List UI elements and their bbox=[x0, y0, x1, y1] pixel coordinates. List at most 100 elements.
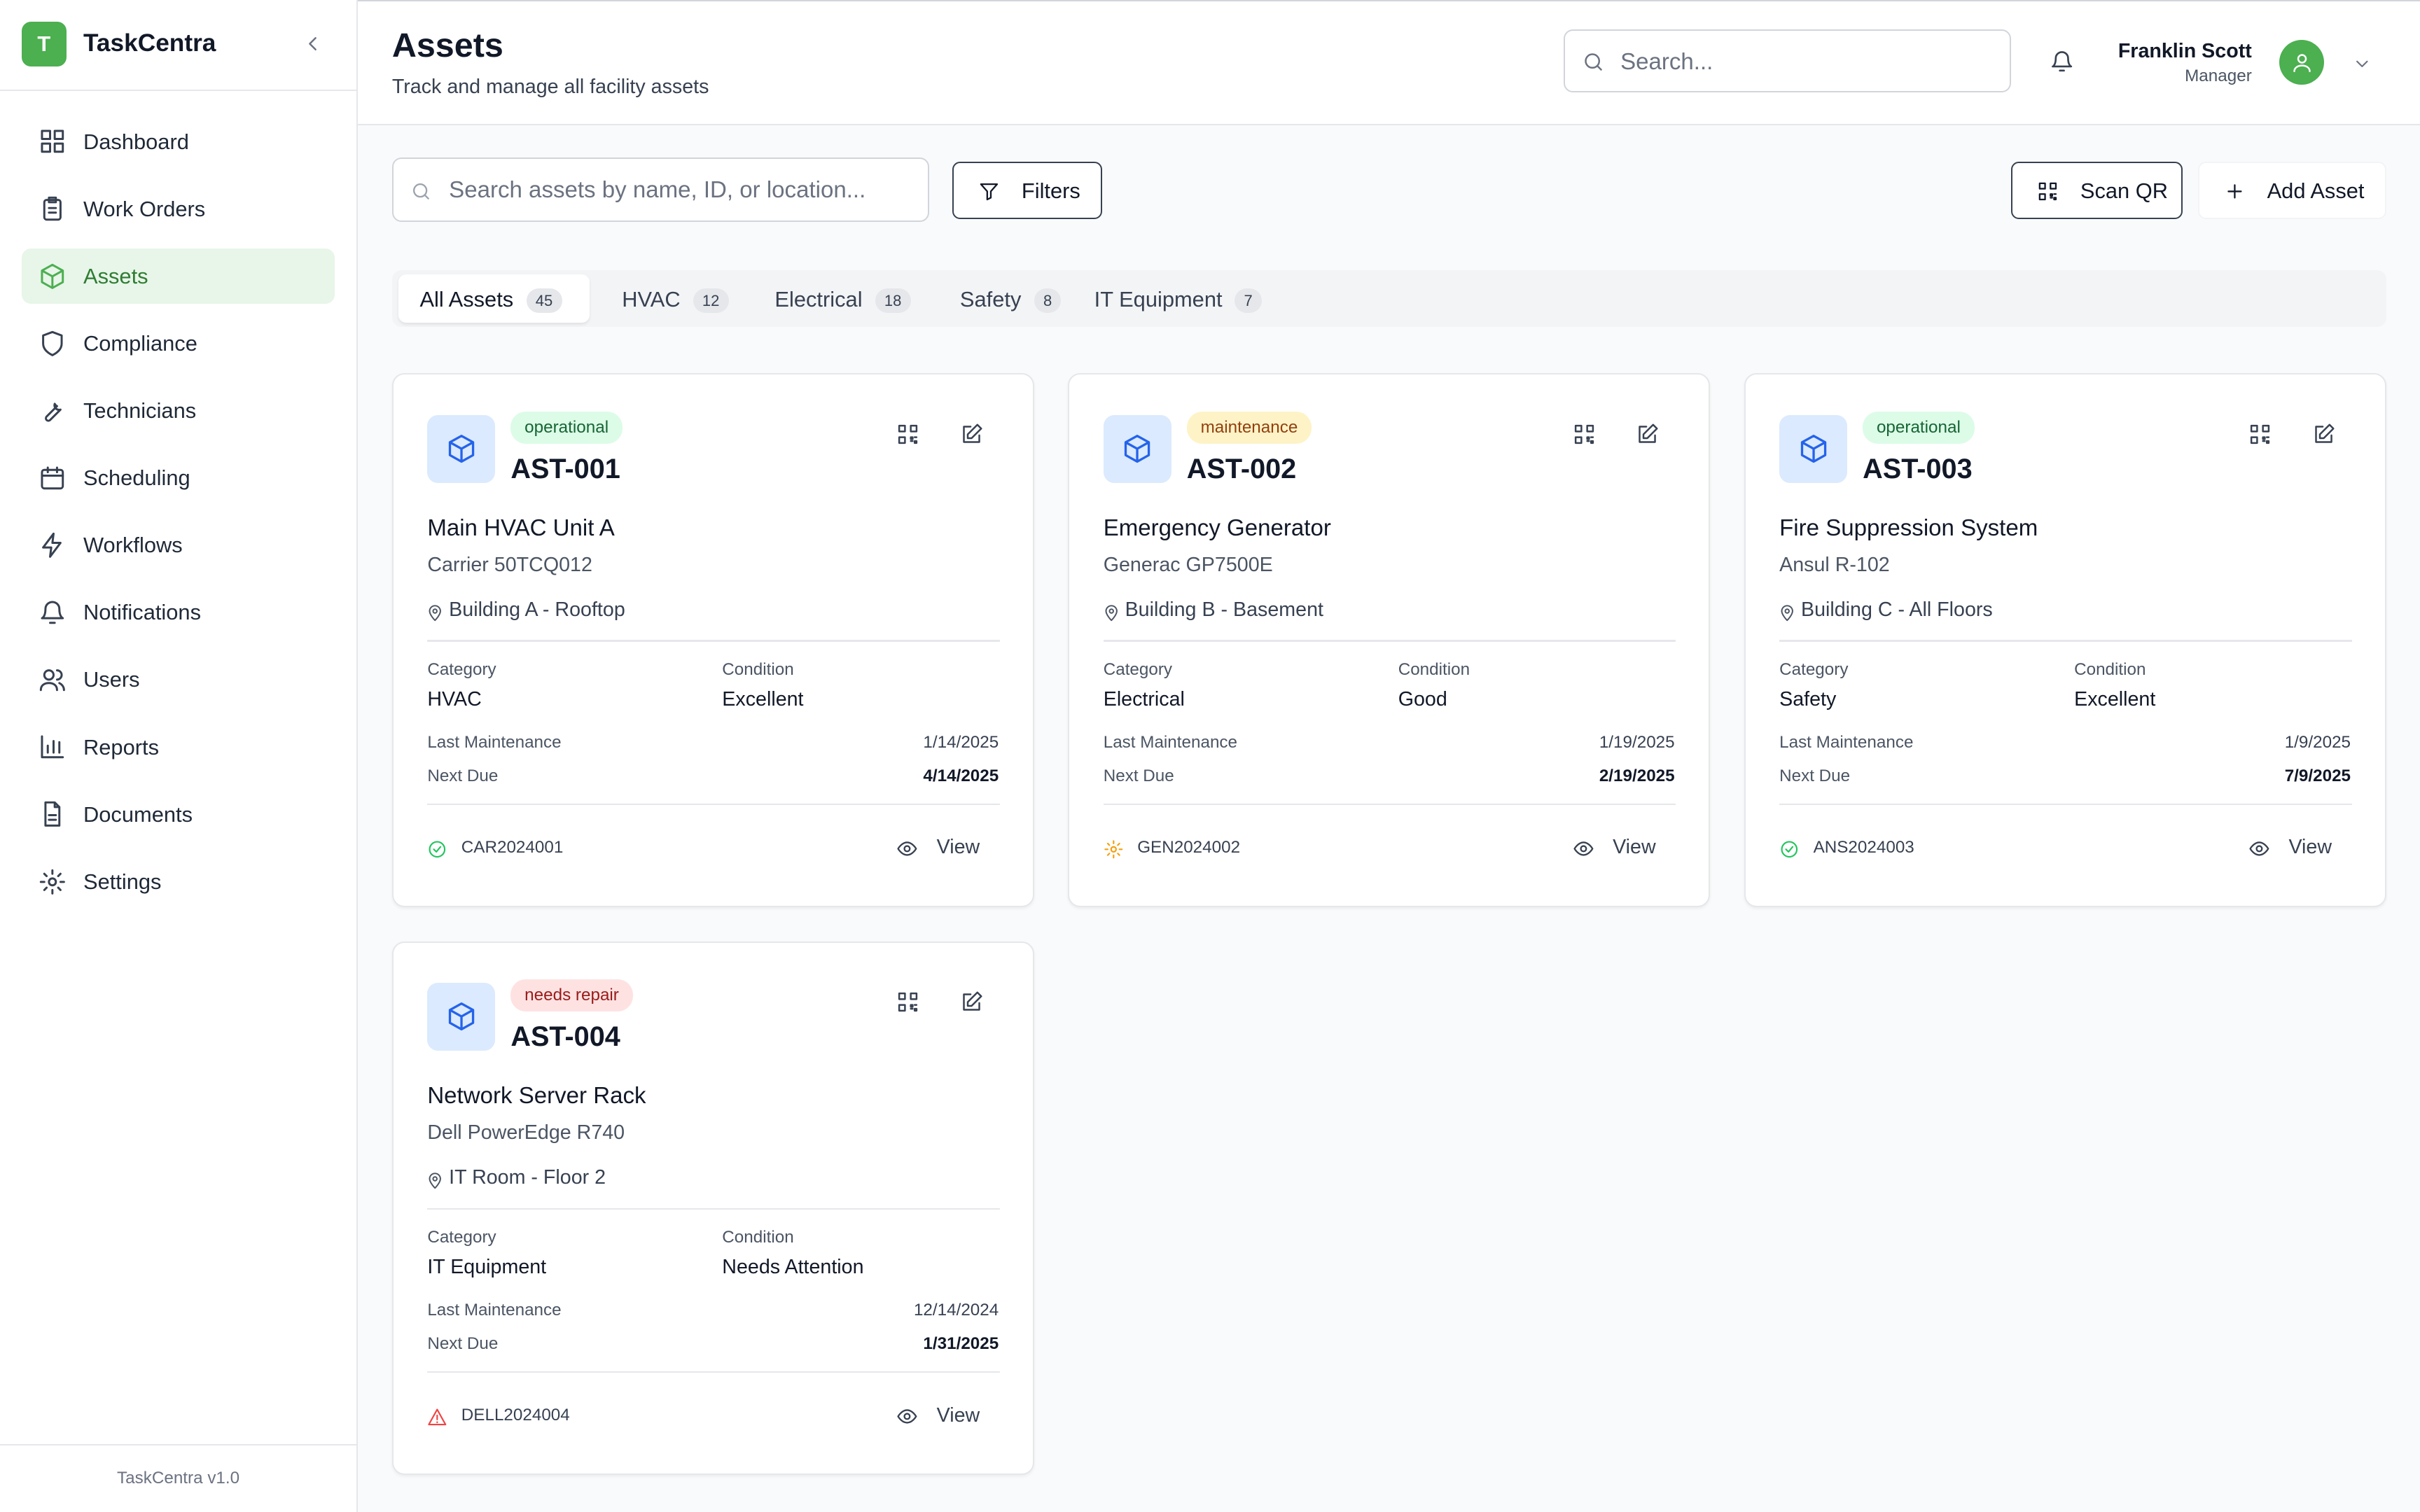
asset-card: operational AST-001 Main HVAC Unit A Carrie… bbox=[391, 373, 1034, 907]
next-due: 2/19/2025 bbox=[1599, 766, 1675, 786]
header: Assets Track and manage all facility asse… bbox=[358, 0, 2420, 125]
divider bbox=[0, 89, 357, 92]
tab-count: 12 bbox=[693, 288, 729, 313]
nav-item[interactable]: Reports bbox=[22, 720, 335, 775]
nav-icon bbox=[39, 262, 67, 290]
asset-condition: Excellent bbox=[722, 687, 804, 710]
view-label: View bbox=[936, 1404, 980, 1427]
asset-location: Building A - Rooftop bbox=[449, 598, 625, 621]
field-label: Category bbox=[1103, 660, 1173, 680]
nav-label: Work Orders bbox=[83, 196, 206, 221]
view-button[interactable]: View bbox=[884, 828, 992, 868]
page-subtitle: Track and manage all facility assets bbox=[391, 75, 709, 98]
nav-item[interactable]: Documents bbox=[22, 787, 335, 842]
field-label: Condition bbox=[722, 660, 794, 680]
avatar[interactable] bbox=[2279, 40, 2325, 85]
nav-icon bbox=[39, 464, 67, 492]
divider bbox=[427, 640, 1001, 642]
box-icon bbox=[446, 433, 477, 464]
nav-item[interactable]: Dashboard bbox=[22, 114, 335, 169]
asset-icon bbox=[1103, 414, 1171, 483]
nav-label: Technicians bbox=[83, 398, 197, 424]
tab[interactable]: Electrical 18 bbox=[753, 274, 928, 322]
next-due: 7/9/2025 bbox=[2284, 766, 2351, 786]
button[interactable]: Scan QR bbox=[2010, 162, 2183, 219]
box-icon bbox=[1122, 433, 1153, 464]
nav-item[interactable]: Workflows bbox=[22, 517, 335, 573]
qr-button[interactable] bbox=[896, 423, 919, 446]
field-label: Last Maintenance bbox=[1103, 732, 1238, 752]
global-search[interactable]: Search... bbox=[1563, 29, 2011, 93]
nav-item[interactable]: Notifications bbox=[22, 584, 335, 640]
edit-button[interactable] bbox=[960, 990, 983, 1014]
nav-item[interactable]: Assets bbox=[21, 248, 335, 304]
search-icon bbox=[1582, 50, 1605, 74]
tab[interactable]: HVAC 12 bbox=[600, 274, 742, 322]
nav-label: Scheduling bbox=[83, 465, 190, 491]
nav-label: Documents bbox=[83, 802, 193, 827]
edit-button[interactable] bbox=[1636, 423, 1659, 446]
field-label: Last Maintenance bbox=[427, 1300, 562, 1320]
tab[interactable]: IT Equipment 7 bbox=[1073, 274, 1270, 322]
nav-item[interactable]: Settings bbox=[22, 854, 335, 909]
qr-button[interactable] bbox=[1573, 423, 1596, 446]
notifications-button[interactable] bbox=[2050, 49, 2074, 74]
tab-label: Electrical bbox=[774, 286, 863, 312]
nav-item[interactable]: Technicians bbox=[22, 383, 335, 438]
field-label: Category bbox=[1779, 660, 1849, 680]
asset-id: AST-004 bbox=[510, 1021, 620, 1052]
view-label: View bbox=[936, 836, 980, 859]
eye-icon bbox=[896, 838, 918, 860]
tab-count: 45 bbox=[526, 288, 562, 313]
qr-button[interactable] bbox=[896, 990, 919, 1014]
view-label: View bbox=[1613, 836, 1656, 859]
nav-icon bbox=[39, 598, 67, 626]
nav-item[interactable]: Scheduling bbox=[22, 450, 335, 505]
button-icon bbox=[978, 181, 1000, 202]
collapse-button[interactable] bbox=[301, 32, 324, 55]
eye-icon bbox=[1573, 838, 1594, 860]
user-name: Franklin Scott bbox=[2118, 40, 2252, 63]
edit-button[interactable] bbox=[2312, 423, 2335, 446]
asset-name: Network Server Rack bbox=[427, 1083, 646, 1110]
view-button[interactable]: View bbox=[2237, 828, 2344, 868]
asset-search[interactable]: Search assets by name, ID, or location..… bbox=[391, 157, 929, 223]
qr-button[interactable] bbox=[2248, 423, 2272, 446]
nav-label: Compliance bbox=[83, 330, 197, 356]
view-button[interactable]: View bbox=[1560, 828, 1668, 868]
edit-button[interactable] bbox=[960, 423, 983, 446]
asset-condition: Excellent bbox=[2074, 687, 2156, 710]
button[interactable]: Filters bbox=[952, 162, 1102, 219]
nav-label: Reports bbox=[83, 734, 159, 760]
view-button[interactable]: View bbox=[884, 1396, 992, 1436]
tab-count: 8 bbox=[1034, 288, 1062, 313]
tab[interactable]: Safety 8 bbox=[938, 274, 1062, 322]
pin-icon bbox=[1778, 600, 1796, 621]
status-badge: maintenance bbox=[1186, 412, 1312, 444]
field-label: Last Maintenance bbox=[427, 732, 562, 752]
box-icon bbox=[446, 1001, 477, 1032]
nav-label: Workflows bbox=[83, 533, 183, 558]
box-icon bbox=[1798, 433, 1829, 464]
search-placeholder: Search... bbox=[1620, 49, 1713, 76]
tab[interactable]: All Assets 45 bbox=[398, 274, 590, 323]
field-label: Next Due bbox=[427, 766, 499, 786]
button[interactable]: Add Asset bbox=[2197, 162, 2386, 219]
asset-model: Carrier 50TCQ012 bbox=[427, 554, 592, 577]
status-badge: operational bbox=[510, 412, 623, 444]
status-icon bbox=[1779, 838, 1800, 858]
nav-item[interactable]: Compliance bbox=[22, 316, 335, 371]
status-icon bbox=[427, 1406, 447, 1426]
user-menu[interactable] bbox=[2352, 52, 2372, 73]
asset-icon bbox=[427, 982, 496, 1051]
nav-icon bbox=[39, 733, 67, 761]
asset-card: operational AST-003 Fire Suppression Syste… bbox=[1744, 373, 2386, 907]
serial-number: DELL2024004 bbox=[461, 1405, 570, 1424]
asset-id: AST-003 bbox=[1863, 453, 1973, 484]
nav-item[interactable]: Work Orders bbox=[22, 181, 335, 237]
asset-category: Safety bbox=[1779, 687, 1837, 710]
field-label: Last Maintenance bbox=[1779, 732, 1914, 752]
nav-icon bbox=[39, 195, 67, 223]
nav-item[interactable]: Users bbox=[22, 652, 335, 707]
